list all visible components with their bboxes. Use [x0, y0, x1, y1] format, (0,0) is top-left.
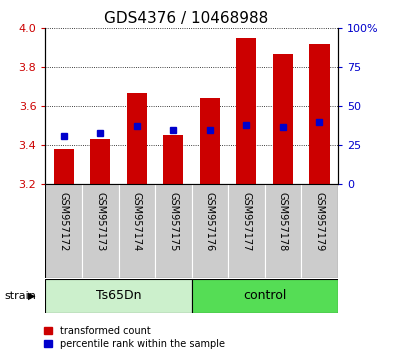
Bar — [163, 136, 183, 184]
Text: GSM957179: GSM957179 — [314, 192, 324, 251]
Bar — [301, 184, 338, 278]
Bar — [200, 98, 220, 184]
Text: Ts65Dn: Ts65Dn — [96, 290, 141, 302]
Bar — [82, 184, 118, 278]
Text: GSM957173: GSM957173 — [95, 192, 105, 251]
Legend: transformed count, percentile rank within the sample: transformed count, percentile rank withi… — [44, 326, 225, 349]
Text: ▶: ▶ — [28, 291, 36, 301]
Bar — [45, 184, 82, 278]
Text: GDS4376 / 10468988: GDS4376 / 10468988 — [103, 11, 268, 25]
Bar — [54, 149, 74, 184]
Bar — [228, 184, 265, 278]
Bar — [90, 139, 110, 184]
Text: GSM957172: GSM957172 — [59, 192, 69, 251]
Bar — [45, 279, 192, 313]
Text: GSM957177: GSM957177 — [241, 192, 251, 251]
Bar — [155, 184, 192, 278]
Text: GSM957175: GSM957175 — [168, 192, 178, 251]
Text: control: control — [243, 290, 286, 302]
Bar — [236, 38, 256, 184]
Text: GSM957178: GSM957178 — [278, 192, 288, 251]
Text: strain: strain — [4, 291, 36, 301]
Bar — [192, 279, 338, 313]
Text: GSM957176: GSM957176 — [205, 192, 215, 251]
Bar — [309, 44, 329, 184]
Bar — [192, 184, 228, 278]
Bar — [273, 54, 293, 184]
Bar — [265, 184, 301, 278]
Bar — [118, 184, 155, 278]
Text: GSM957174: GSM957174 — [132, 192, 142, 251]
Bar — [127, 93, 147, 184]
